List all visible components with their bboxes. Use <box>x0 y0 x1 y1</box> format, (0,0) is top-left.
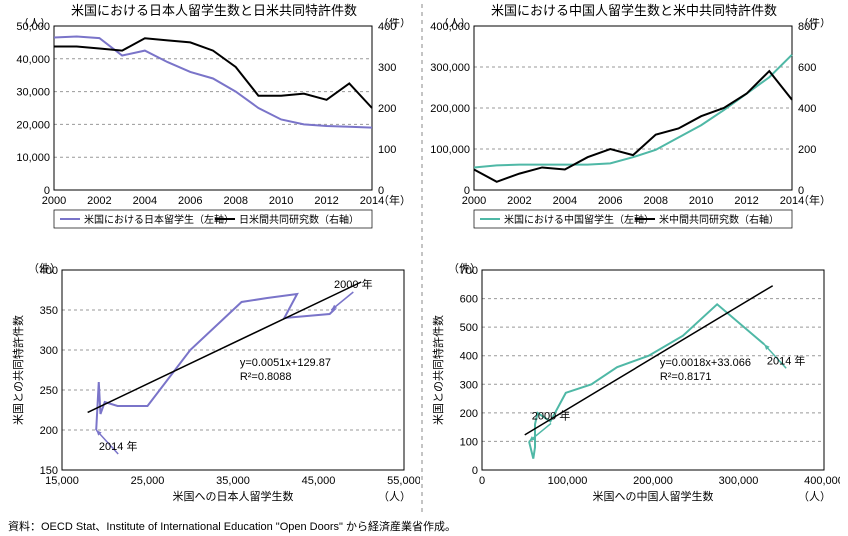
svg-text:300,000: 300,000 <box>719 475 759 487</box>
svg-text:30,000: 30,000 <box>16 87 50 99</box>
svg-text:（年）: （年） <box>798 193 831 207</box>
svg-text:2012: 2012 <box>314 195 338 207</box>
jp-top-title: 米国における日本人留学生数と日米共同特許件数 <box>14 0 414 19</box>
svg-text:R²=0.8171: R²=0.8171 <box>660 371 712 383</box>
svg-text:2000 年: 2000 年 <box>532 408 571 422</box>
svg-text:（件）: （件） <box>28 262 61 275</box>
svg-text:2008: 2008 <box>223 195 247 207</box>
jp-bot-chart: 15020025030035040015,00025,00035,00045,0… <box>6 262 420 514</box>
svg-text:y=0.0018x+33.066: y=0.0018x+33.066 <box>660 357 751 369</box>
svg-text:日米間共同研究数（右軸）: 日米間共同研究数（右軸） <box>239 213 359 226</box>
svg-text:45,000: 45,000 <box>302 475 336 487</box>
svg-text:米国との共同特許件数: 米国との共同特許件数 <box>431 315 445 425</box>
svg-text:2010: 2010 <box>269 195 293 207</box>
svg-text:米国への中国人留学生数: 米国への中国人留学生数 <box>593 489 714 503</box>
svg-text:300: 300 <box>378 62 396 74</box>
source-text: 資料：OECD Stat、Institute of International … <box>8 518 456 534</box>
svg-text:米国における中国留学生（左軸）: 米国における中国留学生（左軸） <box>504 213 654 226</box>
svg-text:15,000: 15,000 <box>45 475 79 487</box>
svg-text:250: 250 <box>40 385 58 397</box>
svg-text:400,000: 400,000 <box>804 475 840 487</box>
svg-text:2002: 2002 <box>507 195 531 207</box>
svg-text:0: 0 <box>479 475 485 487</box>
svg-text:2004: 2004 <box>553 195 577 207</box>
svg-text:20,000: 20,000 <box>16 119 50 131</box>
svg-text:2000: 2000 <box>462 195 486 207</box>
cn-top-title: 米国における中国人留学生数と米中共同特許件数 <box>434 0 834 19</box>
svg-text:400: 400 <box>460 351 478 363</box>
svg-text:米中間共同研究数（右軸）: 米中間共同研究数（右軸） <box>659 213 779 226</box>
svg-text:2000: 2000 <box>42 195 66 207</box>
svg-text:200: 200 <box>40 425 58 437</box>
svg-text:（人）: （人） <box>438 18 471 29</box>
svg-text:600: 600 <box>460 294 478 306</box>
svg-text:300: 300 <box>460 379 478 391</box>
svg-text:100,000: 100,000 <box>430 144 470 156</box>
svg-text:100: 100 <box>378 144 396 156</box>
svg-text:25,000: 25,000 <box>131 475 165 487</box>
svg-text:（人）: （人） <box>18 18 51 29</box>
svg-text:2004: 2004 <box>133 195 157 207</box>
svg-text:2006: 2006 <box>178 195 202 207</box>
svg-text:200: 200 <box>460 408 478 420</box>
svg-text:2000 年: 2000 年 <box>334 277 373 291</box>
svg-text:300: 300 <box>40 345 58 357</box>
svg-text:350: 350 <box>40 305 58 317</box>
svg-text:200: 200 <box>798 144 816 156</box>
jp-top-chart: 010,00020,00030,00040,00050,000010020030… <box>6 18 420 238</box>
svg-text:100,000: 100,000 <box>548 475 588 487</box>
svg-text:（件）: （件） <box>798 18 831 29</box>
svg-text:米国への日本人留学生数: 米国への日本人留学生数 <box>173 489 294 503</box>
svg-text:55,000: 55,000 <box>387 475 420 487</box>
svg-text:（件）: （件） <box>448 262 481 275</box>
svg-text:200: 200 <box>378 103 396 115</box>
cn-bot-chart: 01002003004005006007000100,000200,000300… <box>426 262 840 514</box>
svg-text:2014 年: 2014 年 <box>767 353 806 367</box>
svg-text:2010: 2010 <box>689 195 713 207</box>
svg-text:米国における日本留学生（左軸）: 米国における日本留学生（左軸） <box>84 213 234 226</box>
svg-text:2012: 2012 <box>734 195 758 207</box>
svg-text:10,000: 10,000 <box>16 152 50 164</box>
svg-text:500: 500 <box>460 322 478 334</box>
svg-text:（人）: （人） <box>798 490 831 503</box>
svg-text:2014 年: 2014 年 <box>99 439 138 453</box>
svg-text:R²=0.8088: R²=0.8088 <box>240 371 292 383</box>
svg-text:200,000: 200,000 <box>430 103 470 115</box>
svg-text:2002: 2002 <box>87 195 111 207</box>
svg-text:200,000: 200,000 <box>633 475 673 487</box>
svg-text:100: 100 <box>460 436 478 448</box>
divider <box>420 4 424 516</box>
svg-text:0: 0 <box>472 465 478 477</box>
svg-text:（人）: （人） <box>378 490 411 503</box>
svg-text:2006: 2006 <box>598 195 622 207</box>
svg-text:米国との共同特許件数: 米国との共同特許件数 <box>11 315 25 425</box>
svg-text:2008: 2008 <box>643 195 667 207</box>
svg-text:（件）: （件） <box>378 18 411 29</box>
svg-text:600: 600 <box>798 62 816 74</box>
svg-text:（年）: （年） <box>378 193 411 207</box>
svg-text:400: 400 <box>798 103 816 115</box>
svg-text:300,000: 300,000 <box>430 62 470 74</box>
svg-text:40,000: 40,000 <box>16 54 50 66</box>
svg-text:35,000: 35,000 <box>216 475 250 487</box>
svg-text:y=0.0051x+129.87: y=0.0051x+129.87 <box>240 357 331 369</box>
cn-top-chart: 0100,000200,000300,000400,00002004006008… <box>426 18 840 238</box>
